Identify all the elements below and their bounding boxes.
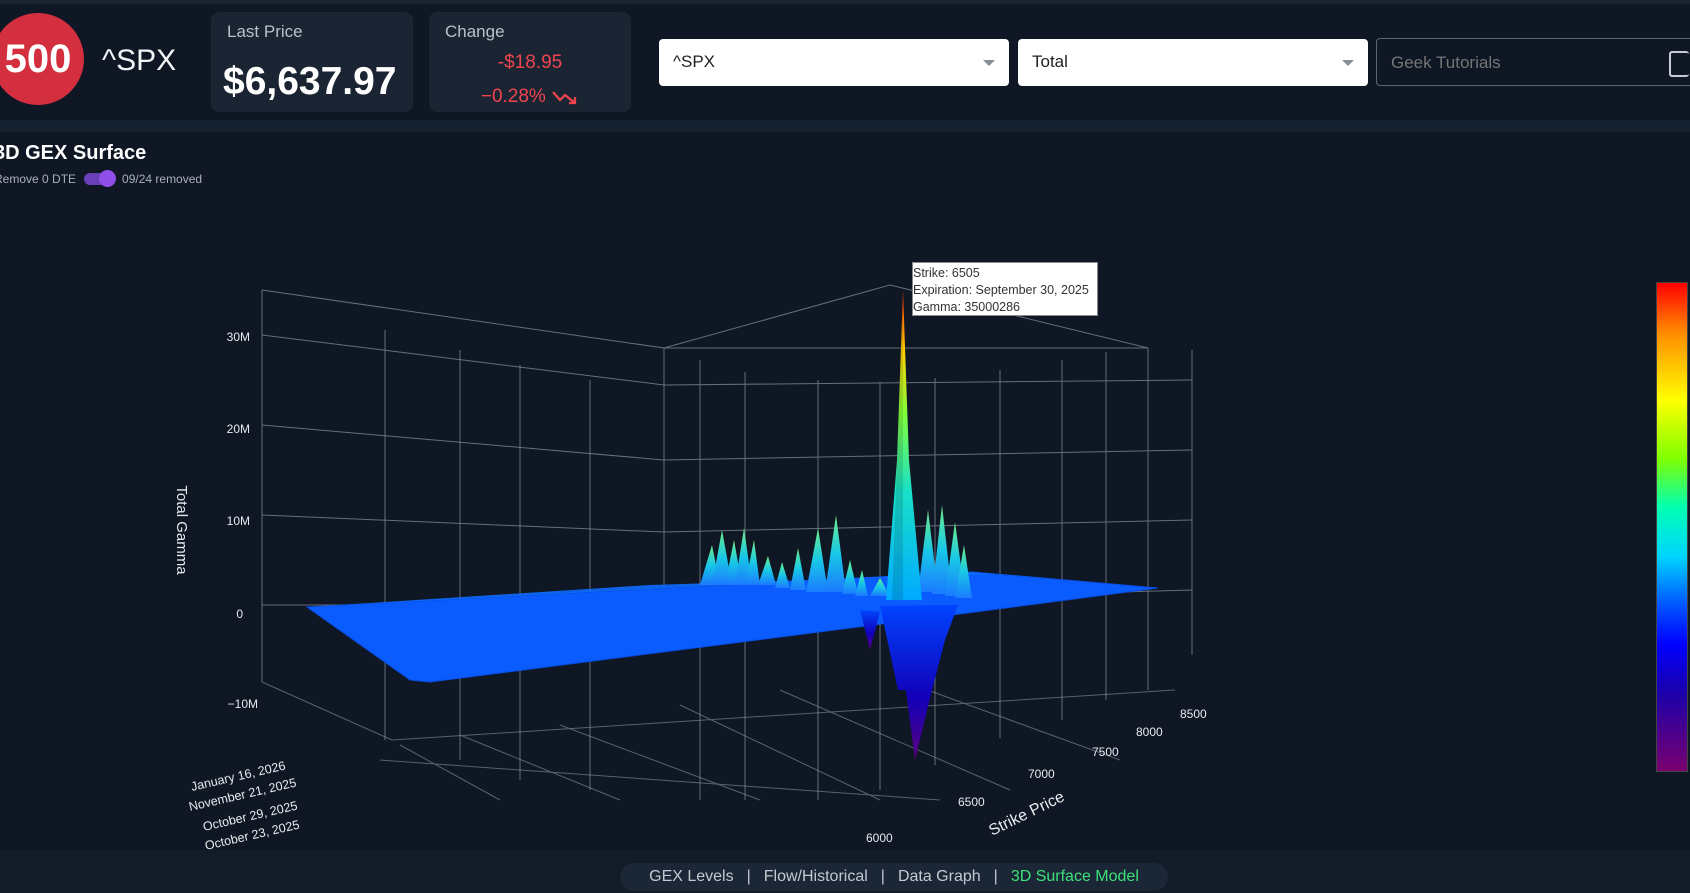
- z-tick: 20M: [227, 422, 250, 436]
- gex-3d-surface-chart[interactable]: 30M 20M 10M 0 −10M Total Gamma 8500 8000…: [0, 200, 1650, 850]
- expiration-axis-ticks: January 16, 2026 November 21, 2025 Octob…: [188, 759, 301, 850]
- toggle-label: Remove 0 DTE: [0, 172, 77, 186]
- change-card: Change -$18.95 −0.28%: [429, 12, 631, 112]
- gex-surface-base[interactable]: [305, 571, 1159, 683]
- tooltip-expiration: Expiration: September 30, 2025: [913, 283, 1089, 297]
- nav-gex-levels[interactable]: GEX Levels: [649, 868, 734, 885]
- view-nav: GEX Levels | Flow/Historical | Data Grap…: [620, 863, 1168, 891]
- gamma-colorbar: [1656, 282, 1688, 772]
- change-percent-row: −0.28%: [429, 86, 631, 108]
- top-strip: [0, 0, 1690, 4]
- strike-tick: 6000: [866, 831, 893, 845]
- symbol-select-value: ^SPX: [673, 52, 715, 71]
- tooltip-gamma: Gamma: 35000286: [913, 300, 1021, 314]
- strike-tick: 7000: [1028, 767, 1055, 781]
- z-tick: 10M: [227, 514, 250, 528]
- floor-grid: [261, 679, 1176, 801]
- dte-toggle-row: Remove 0 DTE 09/24 removed: [0, 170, 203, 187]
- strike-tick: 8000: [1136, 725, 1163, 739]
- spx-logo: 500: [0, 13, 84, 105]
- z-tick: −10M: [228, 697, 258, 711]
- z-tick: 0: [236, 607, 243, 621]
- back-wall-right: [384, 284, 1193, 800]
- switch-knob[interactable]: [99, 170, 117, 187]
- z-axis-label: Total Gamma: [173, 485, 190, 575]
- nav-separator: |: [880, 868, 885, 885]
- strike-tick: 6500: [958, 795, 985, 809]
- hover-tooltip: Strike: 6505 Expiration: September 30, 2…: [912, 262, 1098, 316]
- chevron-down-icon: [1342, 60, 1354, 66]
- strike-axis-label: Strike Price: [986, 788, 1067, 839]
- negative-gamma-dip[interactable]: [860, 610, 880, 650]
- ticker-symbol: ^SPX: [102, 44, 177, 77]
- z-tick: 30M: [227, 330, 250, 344]
- change-label: Change: [445, 22, 505, 41]
- nav-flow-historical[interactable]: Flow/Historical: [763, 868, 868, 885]
- trend-down-icon: [552, 91, 577, 105]
- strike-axis-ticks: 8500 8000 7500 7000 6500 6000: [866, 707, 1207, 845]
- gamma-peak-spike[interactable]: [886, 290, 922, 600]
- strike-tick: 7500: [1092, 745, 1119, 759]
- toggle-status: 09/24 removed: [122, 172, 203, 186]
- gamma-spikes-cluster[interactable]: [700, 505, 972, 598]
- nav-data-graph[interactable]: Data Graph: [897, 868, 981, 885]
- last-price-value: $6,637.97: [223, 60, 397, 103]
- panel-title: 3D GEX Surface: [0, 142, 147, 164]
- last-price-card: Last Price $6,637.97: [211, 12, 413, 112]
- tooltip-strike: Strike: 6505: [913, 266, 980, 280]
- tutorial-search[interactable]: [1376, 38, 1690, 87]
- gamma-peak-shadow: [892, 290, 903, 600]
- last-price-label: Last Price: [227, 22, 303, 41]
- nav-separator: |: [993, 868, 998, 885]
- nav-separator: |: [746, 868, 751, 885]
- symbol-select[interactable]: ^SPX: [659, 39, 1009, 86]
- tutorial-search-input[interactable]: [1377, 39, 1690, 87]
- negative-gamma-dip[interactable]: [880, 605, 958, 760]
- header-separator: [0, 120, 1690, 132]
- gamma-type-select-value: Total: [1032, 52, 1068, 71]
- gamma-type-select[interactable]: Total: [1018, 39, 1368, 86]
- change-absolute: -$18.95: [497, 52, 563, 73]
- change-percent: −0.28%: [480, 86, 546, 107]
- chevron-down-icon: [983, 60, 995, 66]
- remove-0dte-switch[interactable]: [84, 170, 117, 187]
- z-axis-ticks: 30M 20M 10M 0 −10M: [227, 330, 258, 711]
- book-icon: [1669, 51, 1689, 77]
- nav-3d-surface-model[interactable]: 3D Surface Model: [1010, 868, 1139, 885]
- strike-tick: 8500: [1180, 707, 1207, 721]
